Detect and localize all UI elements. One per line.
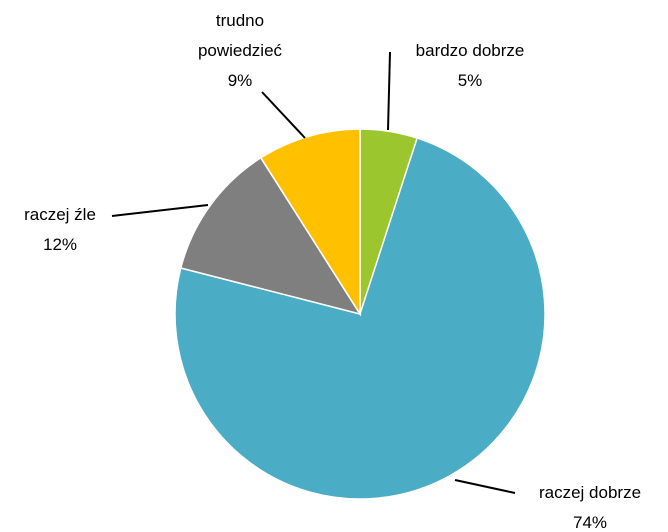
slice-label: trudno powiedzieć 9% — [175, 6, 305, 96]
pie-slice — [259, 128, 361, 317]
slice-label: raczej dobrze 74% — [515, 478, 665, 532]
category-label: trudno powiedzieć — [197, 11, 283, 60]
pie-slice — [174, 137, 546, 500]
leader-line — [111, 204, 209, 217]
pie-slice — [179, 156, 362, 316]
leader-line — [261, 91, 306, 139]
leader-line — [454, 479, 516, 494]
value-label: 74% — [572, 513, 608, 532]
value-label: 9% — [227, 71, 253, 90]
category-label: bardzo dobrze — [415, 41, 525, 60]
category-label: raczej źle — [24, 205, 96, 224]
category-label: raczej dobrze — [538, 483, 642, 502]
leader-line — [387, 51, 391, 131]
value-label: 5% — [457, 71, 483, 90]
slice-label: bardzo dobrze 5% — [390, 36, 550, 96]
value-label: 12% — [42, 235, 78, 254]
slice-label: raczej źle 12% — [0, 200, 120, 260]
